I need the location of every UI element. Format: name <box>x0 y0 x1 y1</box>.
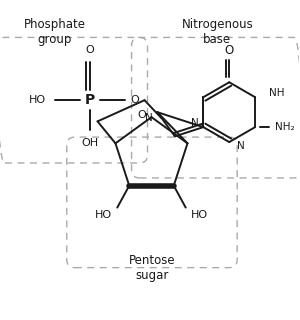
Text: Nitrogenous
base: Nitrogenous base <box>182 19 253 46</box>
Text: HO: HO <box>29 95 46 105</box>
Text: O: O <box>225 44 234 57</box>
Text: N: N <box>237 141 245 151</box>
Text: P: P <box>85 93 95 107</box>
Text: O: O <box>137 110 146 120</box>
Text: N: N <box>146 113 153 123</box>
Text: O: O <box>85 45 94 55</box>
Text: Pentose
sugar: Pentose sugar <box>129 254 176 282</box>
Text: HO: HO <box>95 210 112 220</box>
Text: O: O <box>130 95 139 105</box>
Text: OH: OH <box>81 138 98 148</box>
Text: Phosphate
group: Phosphate group <box>24 19 86 46</box>
Text: HO: HO <box>191 210 208 220</box>
Text: NH: NH <box>269 88 285 98</box>
Text: NH₂: NH₂ <box>275 122 295 132</box>
Text: N: N <box>191 118 199 128</box>
